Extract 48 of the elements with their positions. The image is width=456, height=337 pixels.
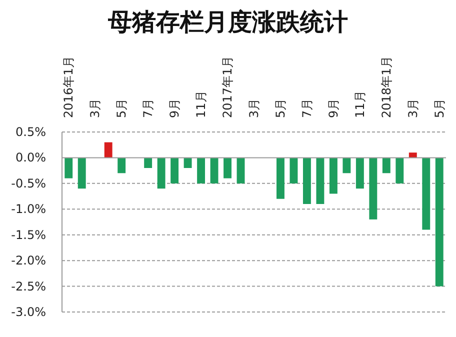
y-tick-label: 0.5%	[16, 125, 46, 139]
bar	[356, 158, 364, 189]
x-tick-label: 2017年1月	[220, 56, 235, 118]
bar	[236, 158, 245, 184]
x-tick-label: 5月	[114, 98, 129, 118]
x-tick-label: 3月	[247, 98, 261, 118]
bar	[197, 158, 206, 184]
bar	[157, 158, 166, 189]
bar	[316, 158, 324, 204]
y-tick-label: -2.5%	[11, 279, 46, 294]
chart-title: 母猪存栏月度涨跌统计	[107, 9, 348, 36]
bar	[290, 158, 298, 184]
bar	[64, 158, 73, 178]
y-tick-label: -0.5%	[11, 176, 46, 190]
bar	[382, 158, 390, 174]
bar	[369, 158, 378, 220]
bar	[144, 158, 152, 168]
bar	[184, 158, 192, 168]
bar	[329, 158, 338, 194]
x-tick-label: 5月	[273, 98, 288, 118]
bar	[396, 158, 404, 184]
x-tick-label: 7月	[300, 98, 314, 118]
x-tick-label: 7月	[141, 98, 156, 118]
bar	[422, 158, 430, 230]
y-tick-label: -1.0%	[11, 202, 46, 216]
x-tick-label: 9月	[326, 98, 340, 118]
y-tick-label: -1.5%	[11, 228, 46, 242]
x-tick-label: 11月	[352, 90, 367, 118]
y-tick-label: 0.0%	[16, 150, 46, 165]
x-tick-label: 2018年1月	[379, 56, 394, 118]
y-tick-label: -2.0%	[11, 254, 46, 268]
bar	[224, 158, 232, 178]
y-tick-label: -3.0%	[11, 305, 46, 319]
x-tick-label: 2016年1月	[62, 56, 76, 118]
bar	[104, 142, 112, 158]
bar	[302, 158, 311, 204]
x-tick-label: 3月	[88, 98, 102, 118]
bar	[435, 158, 444, 286]
x-tick-label: 3月	[406, 98, 420, 118]
bar	[342, 158, 351, 174]
bar	[210, 158, 218, 184]
x-tick-label: 9月	[168, 98, 182, 118]
x-tick-label: 5月	[432, 98, 446, 118]
bar	[118, 158, 126, 174]
bar	[170, 158, 179, 184]
bar	[276, 158, 284, 199]
bar	[78, 158, 86, 189]
x-tick-label: 11月	[194, 90, 208, 118]
